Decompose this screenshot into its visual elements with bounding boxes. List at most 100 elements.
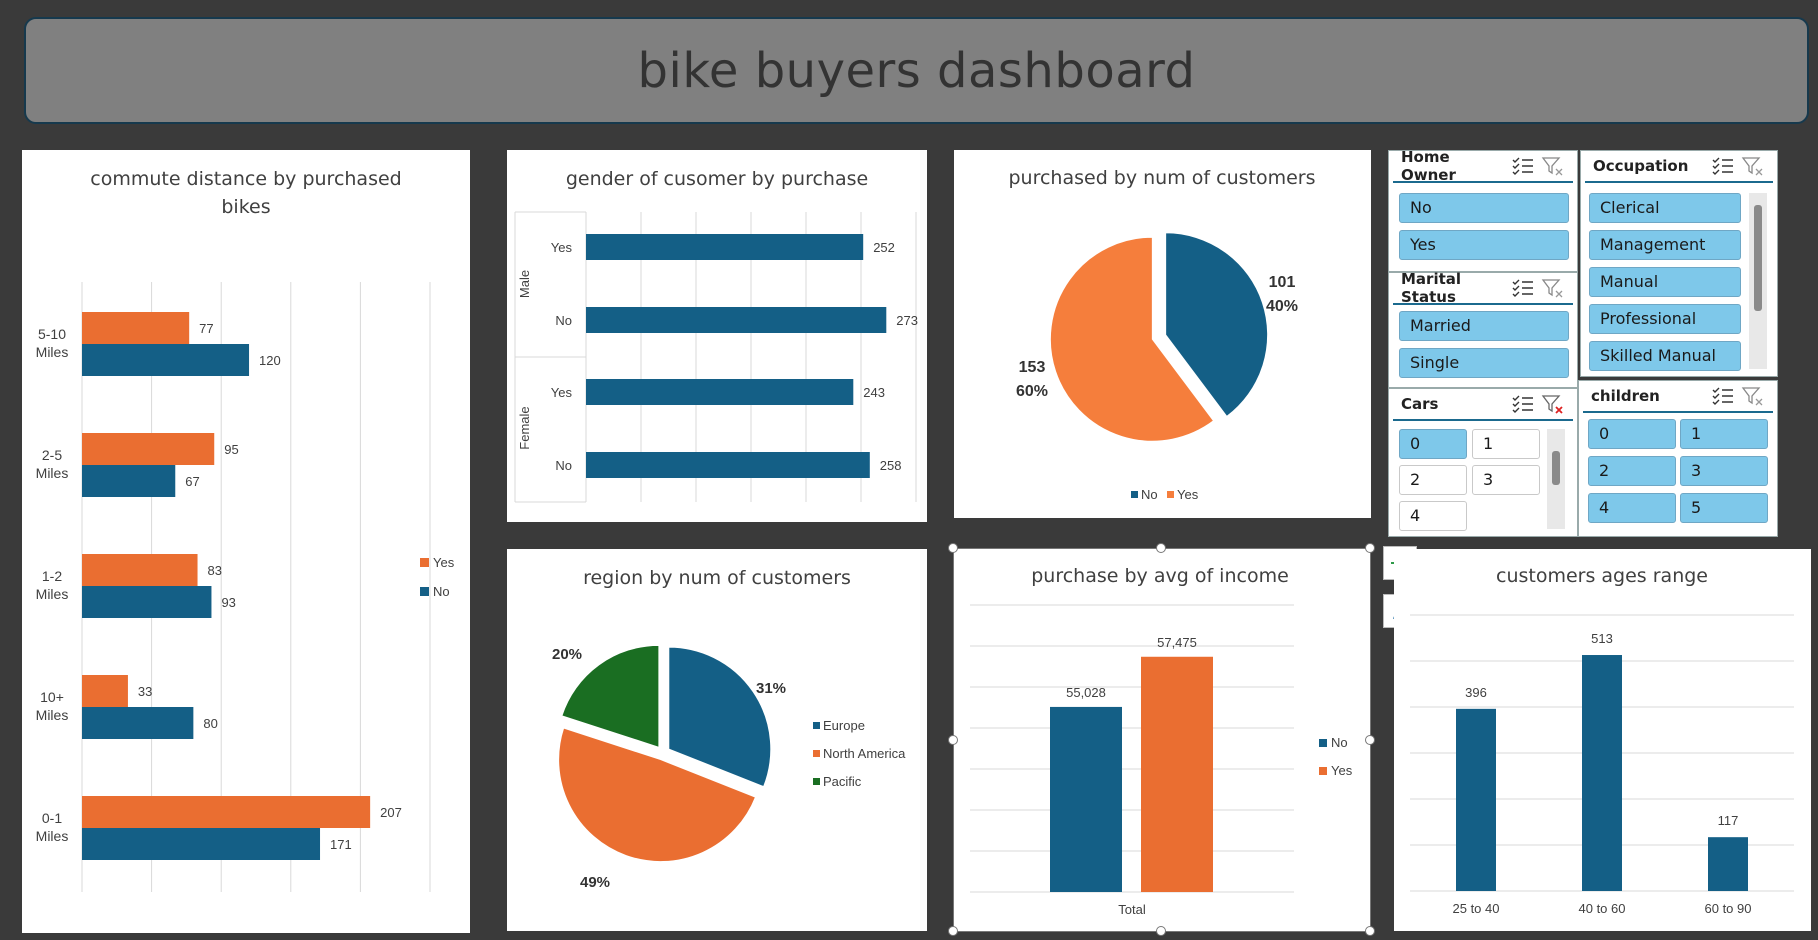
cars-slicer[interactable]: Cars 0 1 2 3 4 bbox=[1388, 388, 1578, 537]
pie-slice-europe bbox=[668, 646, 772, 788]
category-label: Yes bbox=[551, 240, 573, 255]
resize-handle-ml[interactable] bbox=[948, 735, 958, 745]
data-label: 40% bbox=[1266, 298, 1298, 315]
income-chart-panel[interactable]: purchase by avg of income 55,028 57,475 Tot… bbox=[953, 548, 1371, 932]
bar bbox=[1582, 655, 1622, 891]
purchased-chart: purchased by num of customers 101 40% 153 60… bbox=[1008, 167, 1315, 502]
data-label: 33 bbox=[138, 684, 152, 699]
bar bbox=[586, 234, 864, 260]
children-item-0[interactable]: 0 bbox=[1588, 419, 1676, 449]
home-owner-slicer[interactable]: Home Owner No Yes bbox=[1388, 148, 1578, 272]
data-label: 252 bbox=[873, 240, 895, 255]
resize-handle-bc[interactable] bbox=[1156, 926, 1166, 936]
category-label: Total bbox=[1118, 902, 1146, 917]
occupation-item-management[interactable]: Management bbox=[1589, 230, 1741, 260]
cars-scrollbar[interactable] bbox=[1547, 429, 1565, 529]
multi-select-icon[interactable] bbox=[1711, 156, 1735, 176]
category-label: No bbox=[555, 313, 572, 328]
data-label: 153 bbox=[1019, 359, 1046, 376]
clear-filter-icon[interactable] bbox=[1541, 394, 1565, 414]
bar bbox=[586, 379, 854, 405]
children-item-5[interactable]: 5 bbox=[1680, 493, 1768, 523]
resize-handle-tl[interactable] bbox=[948, 543, 958, 553]
dashboard-title: bike buyers dashboard bbox=[637, 42, 1196, 99]
resize-handle-br[interactable] bbox=[1365, 926, 1375, 936]
commute-chart-panel[interactable]: commute distance by purchased bikes 5-10 Mi… bbox=[22, 150, 470, 933]
data-label: 80 bbox=[203, 716, 217, 731]
occupation-item-skilled-manual[interactable]: Skilled Manual bbox=[1589, 341, 1741, 371]
occupation-slicer[interactable]: Occupation Clerical Management Manual Pr… bbox=[1580, 150, 1778, 377]
resize-handle-tc[interactable] bbox=[1156, 543, 1166, 553]
data-label: 273 bbox=[896, 313, 918, 328]
data-label: 207 bbox=[380, 805, 402, 820]
commute-chart: commute distance by purchased bikes 5-10 Mi… bbox=[36, 168, 455, 892]
cars-scroll-thumb[interactable] bbox=[1552, 451, 1560, 485]
legend-swatch-yes bbox=[420, 558, 429, 567]
bar-yes bbox=[82, 312, 190, 344]
clear-filter-icon[interactable] bbox=[1541, 278, 1565, 298]
home-owner-item-yes[interactable]: Yes bbox=[1399, 230, 1569, 260]
legend-label: Yes bbox=[1331, 763, 1353, 778]
pie-slice-north-america bbox=[558, 727, 757, 863]
region-chart-panel[interactable]: region by num of customers 31% 49% 20% Europ… bbox=[507, 549, 927, 931]
ages-chart-panel[interactable]: customers ages range 396 25 to 40 513 40 to … bbox=[1394, 549, 1811, 931]
resize-handle-bl[interactable] bbox=[948, 926, 958, 936]
legend-swatch-yes bbox=[1167, 491, 1174, 498]
category-label: 40 to 60 bbox=[1579, 901, 1626, 916]
children-item-2[interactable]: 2 bbox=[1588, 456, 1676, 486]
home-owner-item-no[interactable]: No bbox=[1399, 193, 1569, 223]
cars-item-3[interactable]: 3 bbox=[1472, 465, 1540, 495]
cars-item-0[interactable]: 0 bbox=[1399, 429, 1467, 459]
clear-filter-icon[interactable] bbox=[1741, 156, 1765, 176]
multi-select-icon[interactable] bbox=[1511, 278, 1535, 298]
occupation-item-manual[interactable]: Manual bbox=[1589, 267, 1741, 297]
legend-label: No bbox=[1331, 735, 1348, 750]
children-slicer-title: children bbox=[1591, 387, 1660, 405]
category-label: 5-10 bbox=[38, 326, 66, 342]
data-label: 31% bbox=[756, 680, 786, 697]
bar-no bbox=[82, 344, 250, 376]
occupation-scroll-thumb[interactable] bbox=[1754, 205, 1762, 311]
resize-handle-tr[interactable] bbox=[1365, 543, 1375, 553]
legend-label: North America bbox=[823, 746, 906, 761]
purchased-chart-panel[interactable]: purchased by num of customers 101 40% 153 60… bbox=[954, 150, 1371, 518]
data-label: 93 bbox=[221, 595, 235, 610]
data-label: 57,475 bbox=[1157, 635, 1197, 650]
home-owner-slicer-title: Home Owner bbox=[1401, 148, 1456, 184]
cars-item-2[interactable]: 2 bbox=[1399, 465, 1467, 495]
chart-title: region by num of customers bbox=[583, 567, 851, 589]
cars-item-4[interactable]: 4 bbox=[1399, 501, 1467, 531]
resize-handle-mr[interactable] bbox=[1365, 735, 1375, 745]
chart-title: customers ages range bbox=[1496, 565, 1708, 587]
marital-status-slicer[interactable]: Marital Status Married Single bbox=[1388, 270, 1578, 388]
legend-label: Europe bbox=[823, 718, 865, 733]
clear-filter-icon[interactable] bbox=[1741, 386, 1765, 406]
legend-swatch bbox=[813, 722, 820, 729]
occupation-item-professional[interactable]: Professional bbox=[1589, 304, 1741, 334]
clear-filter-icon[interactable] bbox=[1541, 156, 1565, 176]
bar bbox=[1708, 837, 1748, 891]
multi-select-icon[interactable] bbox=[1511, 394, 1535, 414]
legend-label: Yes bbox=[433, 555, 455, 570]
bar-yes bbox=[82, 554, 198, 586]
multi-select-icon[interactable] bbox=[1711, 386, 1735, 406]
chart-title: commute distance by purchased bbox=[90, 168, 401, 190]
children-item-4[interactable]: 4 bbox=[1588, 493, 1676, 523]
bar-no bbox=[82, 828, 321, 860]
data-label: 120 bbox=[259, 353, 281, 368]
legend-swatch bbox=[1319, 767, 1327, 775]
marital-status-item-married[interactable]: Married bbox=[1399, 311, 1569, 341]
data-label: 396 bbox=[1465, 685, 1487, 700]
gender-chart-panel[interactable]: gender of cusomer by purchase Male Yes 252 N… bbox=[507, 150, 927, 522]
children-slicer[interactable]: children 0 1 2 3 4 5 bbox=[1578, 380, 1778, 537]
category-label: Miles bbox=[36, 828, 69, 844]
occupation-item-clerical[interactable]: Clerical bbox=[1589, 193, 1741, 223]
category-label: Miles bbox=[36, 465, 69, 481]
cars-item-1[interactable]: 1 bbox=[1472, 429, 1540, 459]
children-item-3[interactable]: 3 bbox=[1680, 456, 1768, 486]
ages-chart: customers ages range 396 25 to 40 513 40 to … bbox=[1410, 565, 1794, 916]
multi-select-icon[interactable] bbox=[1511, 156, 1535, 176]
marital-status-item-single[interactable]: Single bbox=[1399, 348, 1569, 378]
occupation-scrollbar[interactable] bbox=[1749, 193, 1767, 369]
children-item-1[interactable]: 1 bbox=[1680, 419, 1768, 449]
